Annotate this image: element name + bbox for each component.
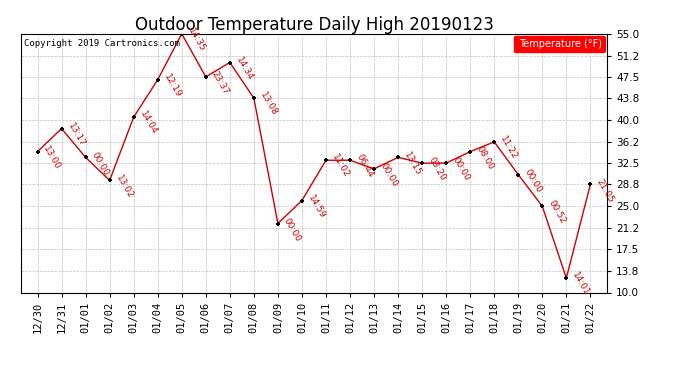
Point (152, 77, 164, 83)
Text: 03:20: 03:20 (426, 156, 447, 183)
Point (344, 157, 355, 163)
Text: 00:00: 00:00 (378, 162, 399, 189)
Point (537, 203, 548, 209)
Text: 14:59: 14:59 (306, 193, 327, 220)
Text: 23:37: 23:37 (210, 70, 230, 96)
Legend: Temperature (°F): Temperature (°F) (513, 36, 605, 51)
Text: 14:01: 14:01 (571, 271, 591, 298)
Text: 21:05: 21:05 (595, 177, 615, 204)
Point (224, 60, 235, 66)
Point (441, 160, 452, 166)
Point (273, 220, 284, 226)
Text: 13:15: 13:15 (402, 150, 423, 177)
Text: 00:00: 00:00 (282, 216, 303, 243)
Text: 14:34: 14:34 (234, 55, 255, 82)
Point (200, 74, 211, 80)
Text: 00:00: 00:00 (451, 156, 471, 183)
Text: Copyright 2019 Cartronics.com: Copyright 2019 Cartronics.com (23, 39, 179, 48)
Text: 13:08: 13:08 (258, 91, 279, 118)
Point (464, 148, 475, 154)
Point (368, 166, 380, 172)
Point (320, 157, 331, 163)
Text: 13:02: 13:02 (114, 173, 135, 200)
Point (128, 114, 139, 120)
Text: 00:00: 00:00 (522, 167, 543, 194)
Point (297, 198, 308, 204)
Text: 14:35: 14:35 (186, 27, 206, 53)
Point (561, 275, 572, 281)
Point (585, 182, 596, 188)
Point (393, 154, 404, 160)
Text: 08:00: 08:00 (474, 144, 495, 171)
Point (489, 139, 500, 145)
Text: 13:00: 13:00 (41, 144, 62, 171)
Point (248, 95, 259, 101)
Text: 11:22: 11:22 (498, 135, 519, 161)
Point (176, 31, 187, 37)
Text: 00:52: 00:52 (546, 199, 567, 226)
Point (56, 126, 67, 132)
Text: 14:04: 14:04 (138, 110, 159, 136)
Point (104, 177, 115, 183)
Text: 12:19: 12:19 (162, 72, 183, 99)
Point (417, 160, 428, 166)
Point (513, 172, 524, 178)
Title: Outdoor Temperature Daily High 20190123: Outdoor Temperature Daily High 20190123 (135, 16, 493, 34)
Point (32, 148, 43, 154)
Text: 06:44: 06:44 (354, 153, 375, 180)
Text: 00:00: 00:00 (90, 150, 110, 177)
Text: 11:02: 11:02 (330, 153, 351, 180)
Text: 13:17: 13:17 (66, 122, 86, 148)
Point (80, 154, 91, 160)
